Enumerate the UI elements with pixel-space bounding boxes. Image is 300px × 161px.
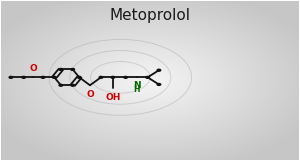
Text: H: H bbox=[134, 85, 140, 94]
Text: O: O bbox=[30, 64, 38, 73]
Circle shape bbox=[59, 68, 63, 70]
Text: O: O bbox=[86, 90, 94, 99]
Text: Metoprolol: Metoprolol bbox=[110, 8, 190, 23]
Circle shape bbox=[124, 76, 128, 78]
Circle shape bbox=[157, 84, 161, 85]
Circle shape bbox=[111, 76, 115, 78]
Circle shape bbox=[71, 68, 74, 70]
Circle shape bbox=[9, 76, 13, 78]
Circle shape bbox=[41, 76, 45, 78]
Circle shape bbox=[71, 84, 74, 86]
Circle shape bbox=[77, 76, 81, 78]
Circle shape bbox=[146, 76, 149, 78]
Circle shape bbox=[59, 84, 63, 86]
Circle shape bbox=[22, 76, 26, 78]
Text: OH: OH bbox=[105, 93, 121, 102]
Circle shape bbox=[99, 76, 103, 78]
Circle shape bbox=[52, 76, 56, 78]
Text: N: N bbox=[133, 81, 140, 90]
Circle shape bbox=[157, 69, 161, 71]
